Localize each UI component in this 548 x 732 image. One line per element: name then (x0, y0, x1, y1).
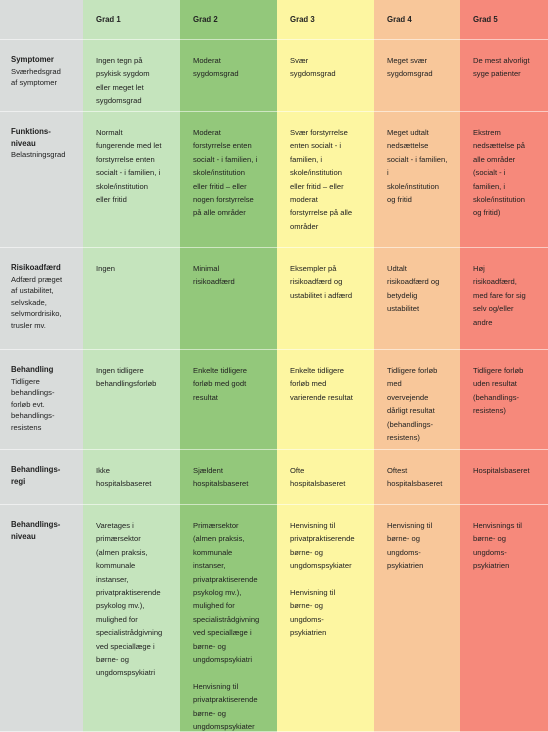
row-header: Symptomer Sværhedsgrad af symptomer (0, 40, 83, 112)
grade-cell: Moderat forstyrrelse enten socialt - i f… (180, 112, 277, 248)
grade-cell: Meget udtalt nedsættelse socialt - i fam… (374, 112, 460, 248)
grade-cell: Svær sygdomsgrad (277, 40, 374, 112)
grade-cell: Henvisning til privatpraktiserende børne… (277, 505, 374, 732)
row-header: Behandlings- regi (0, 450, 83, 505)
grade-cell: Ingen (83, 248, 180, 350)
row-title: Behandling (11, 365, 54, 374)
row-header: Behandling Tidligere behandlings- forløb … (0, 350, 83, 450)
grade-cell: Minimal risikoadfærd (180, 248, 277, 350)
grade-cell: Ikke hospitalsbaseret (83, 450, 180, 505)
grade-cell: Ingen tidligere behandlingsforløb (83, 350, 180, 450)
grade-header: Grad 3 (277, 0, 374, 40)
row-subtitle: Sværhedsgrad af symptomer (11, 66, 61, 88)
grade-header: Grad 2 (180, 0, 277, 40)
grade-cell: Ekstrem nedsættelse på alle områder (soc… (460, 112, 548, 248)
grade-cell: Enkelte tidligere forløb med godt result… (180, 350, 277, 450)
row-title: Symptomer (11, 55, 54, 64)
row-title: Behandlings- niveau (11, 520, 61, 541)
grade-cell: Normalt fungerende med let forstyrrelse … (83, 112, 180, 248)
row-title: Behandlings- regi (11, 465, 61, 486)
grade-cell: Henvisnings til børne- og ungdoms- psyki… (460, 505, 548, 732)
grade-cell: Meget svær sygdomsgrad (374, 40, 460, 112)
grade-cell: Varetages i primærsektor (almen praksis,… (83, 505, 180, 732)
grade-cell: Sjældent hospitalsbaseret (180, 450, 277, 505)
grade-cell: Tidligere forløb uden resultat (behandli… (460, 350, 548, 450)
grade-cell: De mest alvorligt syge patienter (460, 40, 548, 112)
grade-cell: Moderat sygdomsgrad (180, 40, 277, 112)
grade-cell: Høj risikoadfærd, med fare for sig selv … (460, 248, 548, 350)
row-header: Risikoadfærd Adfærd præget af ustabilitet… (0, 248, 83, 350)
grade-header: Grad 5 (460, 0, 548, 40)
row-subtitle: Belastningsgrad (11, 150, 66, 159)
grade-cell: Svær forstyrrelse enten socialt - i fami… (277, 112, 374, 248)
grade-cell: Oftest hospitalsbaseret (374, 450, 460, 505)
row-title: Risikoadfærd (11, 263, 61, 272)
row-subtitle: Adfærd præget af ustabilitet, selvskade,… (11, 274, 63, 330)
grade-cell: Primærsektor (almen praksis, kommunale i… (180, 505, 277, 732)
grade-header: Grad 1 (83, 0, 180, 40)
grade-header: Grad 4 (374, 0, 460, 40)
grade-cell: Hospitalsbaseret (460, 450, 548, 505)
corner-cell (0, 0, 83, 40)
row-header: Funktions- niveau Belastningsgrad (0, 112, 83, 248)
row-header: Behandlings- niveau (0, 505, 83, 732)
grade-cell: Henvisning til børne- og ungdoms- psykia… (374, 505, 460, 732)
grade-cell: Ofte hospitalsbaseret (277, 450, 374, 505)
row-title: Funktions- niveau (11, 127, 51, 148)
grade-cell: Eksempler på risikoadfærd og ustabilitet… (277, 248, 374, 350)
row-subtitle: Tidligere behandlings- forløb evt. behan… (11, 376, 55, 432)
grade-cell: Enkelte tidligere forløb med varierende … (277, 350, 374, 450)
grade-cell: Ingen tegn på psykisk sygdom eller meget… (83, 40, 180, 112)
grade-cell: Tidligere forløb med overvejende dårligt… (374, 350, 460, 450)
grade-cell: Udtalt risikoadfærd og betydelig ustabil… (374, 248, 460, 350)
